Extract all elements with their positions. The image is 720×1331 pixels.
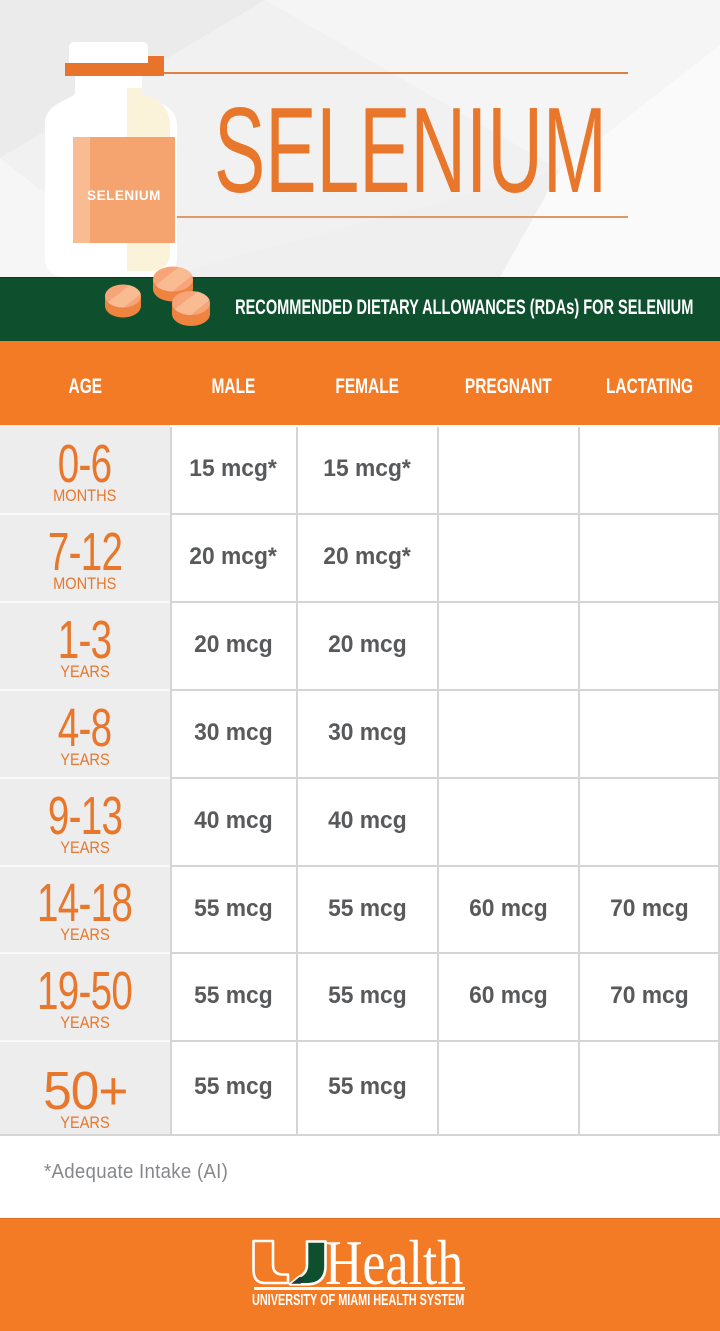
svg-text:SELENIUM: SELENIUM	[87, 188, 161, 203]
